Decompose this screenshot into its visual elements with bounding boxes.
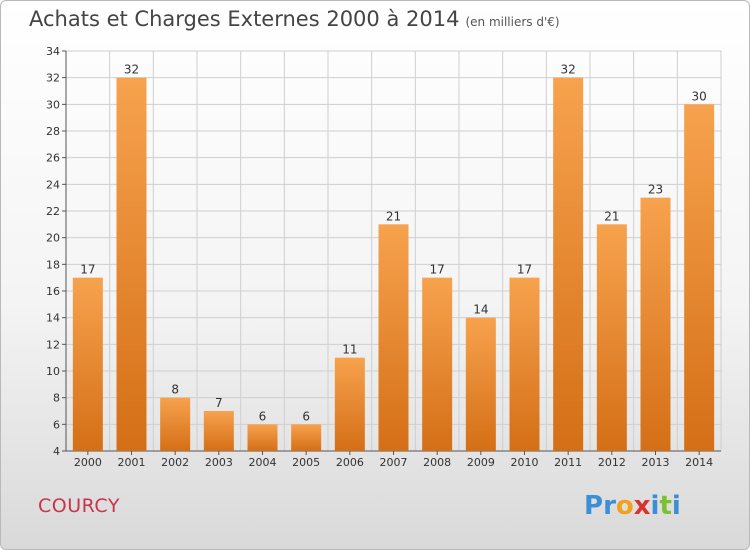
x-tick-label-2008: 2008 (423, 456, 451, 469)
x-tick-label-2003: 2003 (205, 456, 233, 469)
data-label-2002: 8 (171, 383, 179, 397)
x-tick-label-2007: 2007 (380, 456, 408, 469)
x-tick-label-2002: 2002 (161, 456, 189, 469)
x-tick-label-2009: 2009 (467, 456, 495, 469)
y-tick-label: 10 (46, 365, 60, 378)
data-label-2011: 32 (561, 63, 576, 77)
y-tick-label: 8 (53, 392, 60, 405)
logo-letter: t (659, 491, 672, 521)
data-labels: 17 32 8 7 6 6 11 21 17 14 17 32 21 23 30 (80, 63, 707, 424)
x-tick-label-2013: 2013 (642, 456, 670, 469)
bar-2011 (553, 77, 584, 452)
y-tick-label: 6 (53, 418, 60, 431)
y-tick-label: 16 (46, 285, 60, 298)
bar-2006 (334, 357, 365, 451)
logo-letter: r (603, 491, 616, 521)
city-name: COURCY (38, 495, 120, 517)
y-tick-label: 12 (46, 338, 60, 351)
x-tick-label-2010: 2010 (511, 456, 539, 469)
x-tick-label-2001: 2001 (118, 456, 146, 469)
data-label-2008: 17 (430, 263, 445, 277)
bar-2005 (291, 424, 322, 451)
bar-2012 (596, 224, 627, 451)
bar-2003 (203, 411, 234, 451)
data-label-2006: 11 (342, 343, 357, 357)
x-tick-label-2004: 2004 (249, 456, 277, 469)
y-tick-label: 4 (53, 445, 60, 458)
x-tick-label-2014: 2014 (685, 456, 713, 469)
y-tick-label: 18 (46, 258, 60, 271)
data-label-2009: 14 (473, 303, 488, 317)
y-tick-label: 22 (46, 205, 60, 218)
data-label-2013: 23 (648, 183, 663, 197)
x-tick-label-2011: 2011 (554, 456, 582, 469)
y-tick-label: 28 (46, 125, 60, 138)
bar-2000 (72, 277, 103, 451)
bar-2013 (640, 197, 671, 451)
x-tick-label-2006: 2006 (336, 456, 364, 469)
bar-2001 (116, 77, 147, 452)
data-label-2010: 17 (517, 263, 532, 277)
proxiti-logo: Proxiti (584, 491, 681, 521)
bar-2014 (684, 104, 715, 451)
y-tick-label: 26 (46, 152, 60, 165)
x-tick-label-2000: 2000 (74, 456, 102, 469)
bar-2008 (422, 277, 453, 451)
data-label-2005: 6 (302, 409, 310, 423)
data-label-2014: 30 (692, 89, 707, 103)
bar-2002 (160, 397, 191, 451)
x-tick-label-2012: 2012 (598, 456, 626, 469)
y-tick-label: 14 (46, 312, 60, 325)
bars (72, 77, 715, 452)
logo-letter: P (584, 491, 604, 521)
data-label-2004: 6 (259, 409, 267, 423)
y-tick-label: 20 (46, 232, 60, 245)
data-label-2003: 7 (215, 396, 223, 410)
y-tick-label: 32 (46, 72, 60, 85)
chart-title: Achats et Charges Externes 2000 à 2014 (e… (29, 7, 560, 31)
bar-2009 (465, 317, 496, 451)
bar-2010 (509, 277, 540, 451)
logo-letter: x (633, 491, 651, 521)
y-tick-label: 24 (46, 178, 60, 191)
chart-title-text: Achats et Charges Externes 2000 à 2014 (29, 7, 460, 31)
data-label-2012: 21 (604, 209, 619, 223)
y-tick-label: 30 (46, 98, 60, 111)
bar-2007 (378, 224, 409, 451)
bar-2004 (247, 424, 278, 451)
y-tick-label: 34 (46, 45, 60, 58)
logo-letter: i (650, 491, 660, 521)
x-tick-label-2005: 2005 (292, 456, 320, 469)
data-label-2007: 21 (386, 209, 401, 223)
logo-letter: i (671, 491, 681, 521)
data-label-2000: 17 (80, 263, 95, 277)
logo-letter: o (615, 491, 634, 521)
chart-subtitle: (en milliers d'€) (465, 15, 560, 29)
data-label-2001: 32 (124, 63, 139, 77)
